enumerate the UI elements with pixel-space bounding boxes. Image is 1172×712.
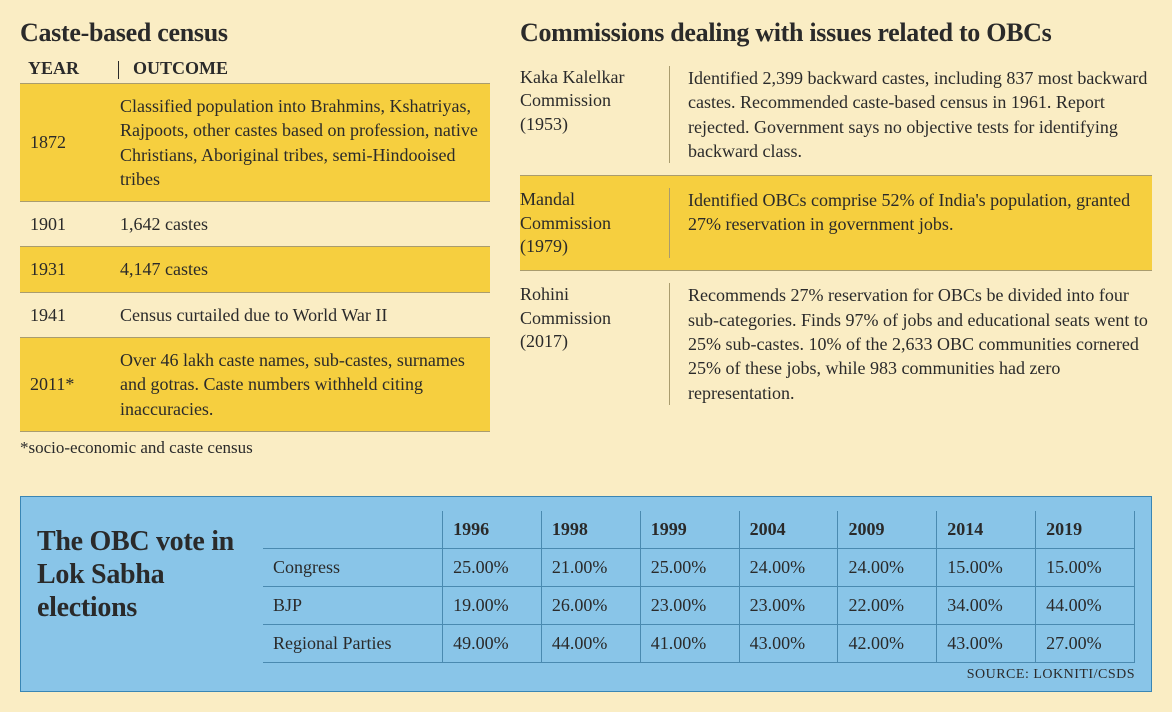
- census-year: 1901: [20, 202, 110, 247]
- table-row: 1941Census curtailed due to World War II: [20, 292, 490, 337]
- census-table: YEAR OUTCOME 1872Classified population i…: [20, 54, 490, 432]
- table-row: Regional Parties49.00%44.00%41.00%43.00%…: [263, 625, 1135, 663]
- vote-header-year: 2004: [739, 511, 838, 549]
- census-footnote: *socio-economic and caste census: [20, 438, 490, 458]
- table-row: BJP19.00%26.00%23.00%23.00%22.00%34.00%4…: [263, 587, 1135, 625]
- census-header-year: YEAR: [20, 54, 110, 84]
- table-row: 1872Classified population into Brahmins,…: [20, 84, 490, 202]
- census-title: Caste-based census: [20, 18, 490, 48]
- commission-desc: Identified OBCs comprise 52% of India's …: [670, 188, 1152, 258]
- commission-row: Kaka Kalelkar Commission (1953)Identifie…: [520, 54, 1152, 176]
- vote-value: 24.00%: [739, 549, 838, 587]
- vote-header-blank: [263, 511, 443, 549]
- table-row: Congress25.00%21.00%25.00%24.00%24.00%15…: [263, 549, 1135, 587]
- census-outcome: Classified population into Brahmins, Ksh…: [110, 84, 490, 202]
- vote-party: Congress: [263, 549, 443, 587]
- commission-desc: Recommends 27% reservation for OBCs be d…: [670, 283, 1152, 404]
- commission-name: Rohini Commission (2017): [520, 283, 670, 404]
- commission-row: Rohini Commission (2017)Recommends 27% r…: [520, 271, 1152, 416]
- vote-header-year: 2009: [838, 511, 937, 549]
- vote-value: 43.00%: [739, 625, 838, 663]
- vote-header-year: 1999: [640, 511, 739, 549]
- census-outcome: Over 46 lakh caste names, sub-castes, su…: [110, 338, 490, 432]
- vote-value: 19.00%: [443, 587, 542, 625]
- census-year: 1941: [20, 292, 110, 337]
- vote-value: 15.00%: [937, 549, 1036, 587]
- commission-row: Mandal Commission (1979)Identified OBCs …: [520, 176, 1152, 271]
- vote-table: 1996199819992004200920142019 Congress25.…: [263, 511, 1135, 663]
- census-outcome: 4,147 castes: [110, 247, 490, 292]
- census-panel: Caste-based census YEAR OUTCOME 1872Clas…: [20, 18, 490, 488]
- commission-name: Kaka Kalelkar Commission (1953): [520, 66, 670, 163]
- table-row: 19011,642 castes: [20, 202, 490, 247]
- commissions-title: Commissions dealing with issues related …: [520, 18, 1152, 48]
- vote-value: 15.00%: [1036, 549, 1135, 587]
- vote-value: 23.00%: [739, 587, 838, 625]
- table-row: 19314,147 castes: [20, 247, 490, 292]
- vote-value: 43.00%: [937, 625, 1036, 663]
- commission-name: Mandal Commission (1979): [520, 188, 670, 258]
- vote-value: 42.00%: [838, 625, 937, 663]
- vote-title: The OBC vote in Lok Sabha elections: [37, 525, 237, 679]
- census-year: 2011*: [20, 338, 110, 432]
- census-outcome: Census curtailed due to World War II: [110, 292, 490, 337]
- vote-header-year: 2014: [937, 511, 1036, 549]
- vote-source: SOURCE: LOKNITI/CSDS: [263, 667, 1135, 683]
- vote-value: 26.00%: [541, 587, 640, 625]
- vote-header-year: 1996: [443, 511, 542, 549]
- commission-desc: Identified 2,399 backward castes, includ…: [670, 66, 1152, 163]
- vote-value: 34.00%: [937, 587, 1036, 625]
- vote-value: 27.00%: [1036, 625, 1135, 663]
- census-header-outcome: OUTCOME: [110, 54, 490, 84]
- vote-value: 25.00%: [443, 549, 542, 587]
- commissions-panel: Commissions dealing with issues related …: [520, 18, 1152, 488]
- table-row: 2011*Over 46 lakh caste names, sub-caste…: [20, 338, 490, 432]
- census-year: 1872: [20, 84, 110, 202]
- vote-header-year: 1998: [541, 511, 640, 549]
- census-outcome: 1,642 castes: [110, 202, 490, 247]
- vote-value: 49.00%: [443, 625, 542, 663]
- vote-value: 22.00%: [838, 587, 937, 625]
- vote-value: 44.00%: [1036, 587, 1135, 625]
- vote-value: 44.00%: [541, 625, 640, 663]
- vote-value: 21.00%: [541, 549, 640, 587]
- vote-header-year: 2019: [1036, 511, 1135, 549]
- vote-value: 24.00%: [838, 549, 937, 587]
- vote-party: BJP: [263, 587, 443, 625]
- vote-value: 23.00%: [640, 587, 739, 625]
- census-year: 1931: [20, 247, 110, 292]
- vote-panel: The OBC vote in Lok Sabha elections 1996…: [20, 496, 1152, 692]
- vote-value: 41.00%: [640, 625, 739, 663]
- vote-value: 25.00%: [640, 549, 739, 587]
- vote-party: Regional Parties: [263, 625, 443, 663]
